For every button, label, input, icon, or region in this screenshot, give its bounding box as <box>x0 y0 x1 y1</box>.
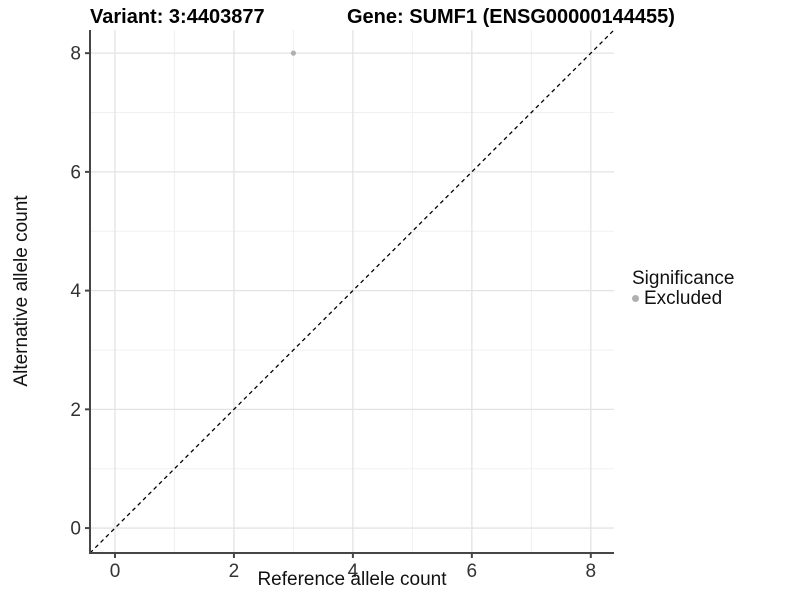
x-tick-label: 0 <box>110 561 121 582</box>
legend-title: Significance <box>632 268 735 289</box>
x-axis-title: Reference allele count <box>257 569 447 590</box>
identity-line <box>89 29 615 554</box>
plot-title-gene: Gene: SUMF1 (ENSG00000144455) <box>347 6 675 28</box>
data-point <box>290 50 297 56</box>
x-tick-label: 8 <box>586 561 597 582</box>
legend-point-icon <box>632 295 639 302</box>
y-tick-label: 2 <box>70 400 81 421</box>
y-tick-label: 6 <box>70 162 81 183</box>
y-tick-label: 4 <box>70 281 81 302</box>
y-tick-label: 0 <box>70 519 81 540</box>
legend-item-label: Excluded <box>644 288 723 309</box>
legend-item-excluded: Excluded <box>632 288 734 309</box>
x-tick-label: 2 <box>229 561 240 582</box>
x-tick-label: 6 <box>467 561 478 582</box>
y-tick-label: 8 <box>70 44 81 65</box>
plot-title-variant: Variant: 3:4403877 <box>90 6 265 28</box>
y-axis-title: Alternative allele count <box>11 195 32 387</box>
x-tick-label: 4 <box>348 561 359 582</box>
legend: Significance Excluded <box>632 268 735 309</box>
